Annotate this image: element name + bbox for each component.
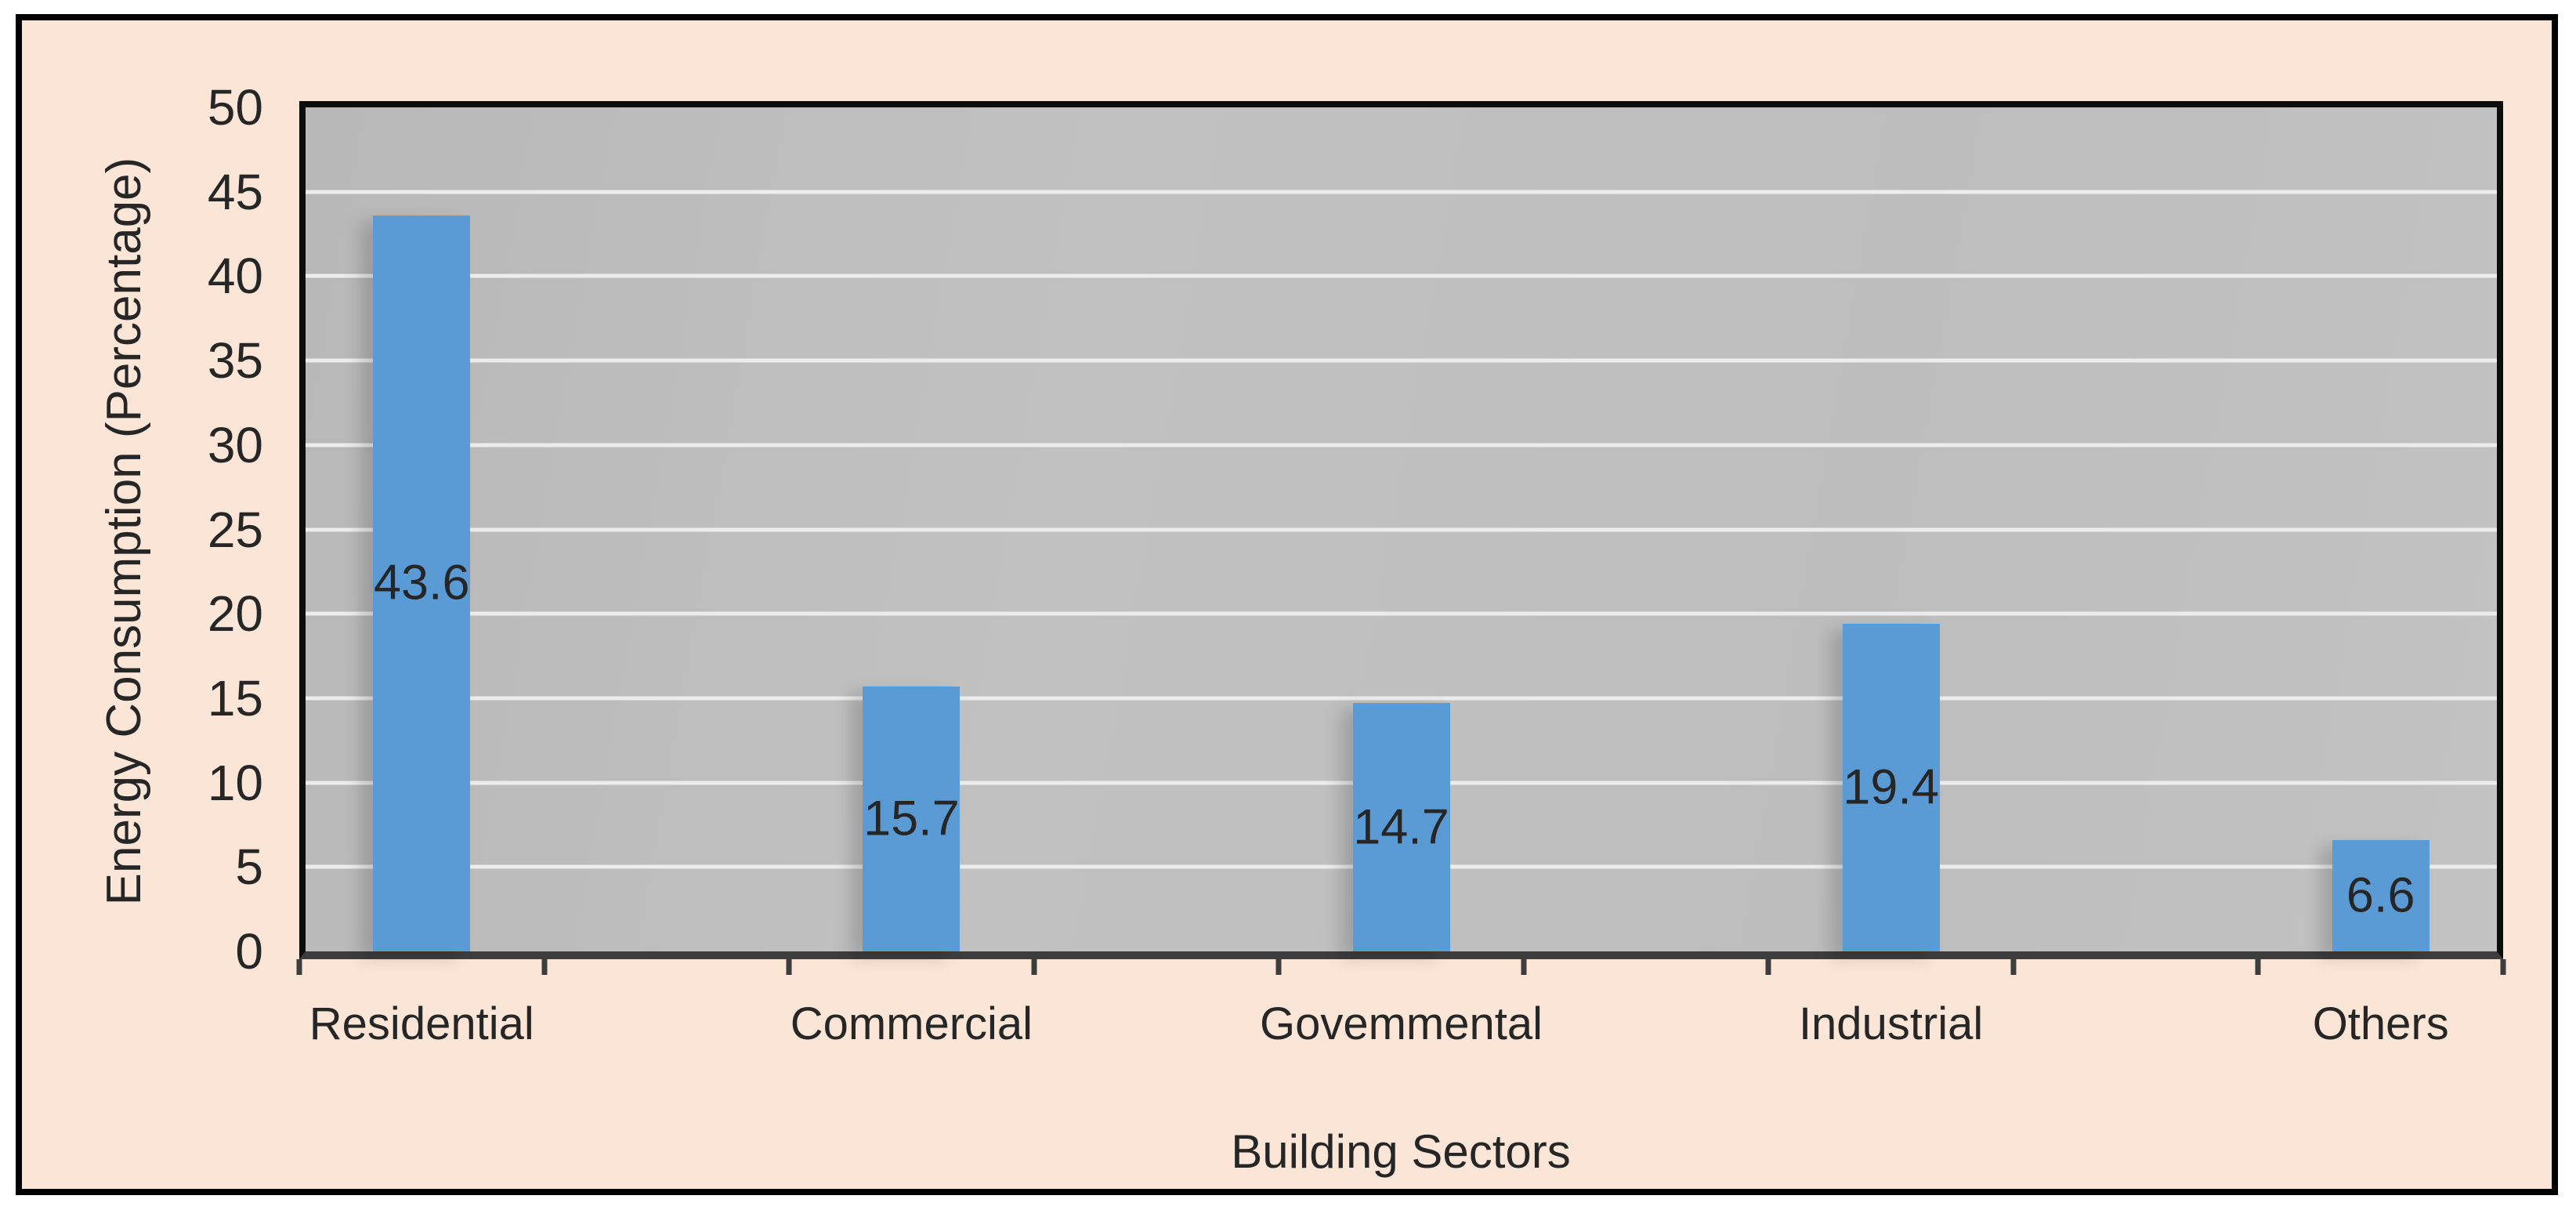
x-axis-tick-marks <box>296 959 2506 976</box>
y-tick-label-10: 10 <box>207 754 263 811</box>
y-tick-label-25: 25 <box>207 501 263 558</box>
x-axis-category-labels: Residential Commercial Govemmental Industri… <box>299 997 2503 1060</box>
gridline-20 <box>306 611 2497 616</box>
y-tick-label-35: 35 <box>207 332 263 389</box>
y-tick-label-45: 45 <box>207 163 263 220</box>
gridline-15 <box>306 696 2497 701</box>
bar-value-label: 19.4 <box>1843 759 1939 815</box>
y-tick-label-5: 5 <box>235 839 263 896</box>
category-label-industrial: Industrial <box>1798 998 1984 1049</box>
y-axis-title: Energy Consumption (Percentage) <box>97 157 151 906</box>
category-label-others: Others <box>2312 998 2449 1049</box>
x-tick-mark <box>2255 959 2261 975</box>
bar-govemmental: 14.7 <box>1352 703 1450 951</box>
x-tick-mark <box>1031 959 1037 975</box>
bar-value-label: 14.7 <box>1353 799 1449 855</box>
x-axis-title: Building Sectors <box>1231 1125 1571 1178</box>
y-tick-label-40: 40 <box>207 248 263 305</box>
category-label-residential: Residential <box>309 998 534 1049</box>
bars-layer: 43.6 15.7 14.7 19.4 6.6 <box>299 107 2503 951</box>
gridline-40 <box>306 274 2497 278</box>
y-tick-label-50: 50 <box>207 79 263 136</box>
bar-industrial: 19.4 <box>1842 624 1940 951</box>
y-tick-label-15: 15 <box>207 669 263 726</box>
gridline-30 <box>306 443 2497 447</box>
category-label-govemmental: Govemmental <box>1259 998 1543 1049</box>
x-tick-mark <box>2010 959 2017 975</box>
y-tick-label-30: 30 <box>207 416 263 473</box>
x-tick-mark <box>1521 959 1527 975</box>
x-tick-mark <box>296 959 302 975</box>
x-tick-mark <box>1765 959 1771 975</box>
bar-value-label: 15.7 <box>863 791 960 846</box>
y-tick-label-0: 0 <box>235 923 263 980</box>
bar-value-label: 6.6 <box>2346 868 2415 923</box>
x-tick-mark <box>2500 959 2506 975</box>
bar-value-label: 43.6 <box>373 555 470 610</box>
gridline-35 <box>306 358 2497 363</box>
bar-residential: 43.6 <box>373 215 471 951</box>
bar-commercial: 15.7 <box>863 686 961 951</box>
bar-others: 6.6 <box>2332 839 2429 951</box>
x-tick-mark <box>541 959 548 975</box>
y-axis-tick-labels: 0 5 10 15 20 25 30 35 40 45 50 <box>22 82 263 976</box>
y-tick-label-20: 20 <box>207 585 263 643</box>
chart-frame: 43.6 15.7 14.7 19.4 6.6 0 5 10 15 20 25 30 35 40 45 50… <box>16 14 2558 1195</box>
category-label-commercial: Commercial <box>790 998 1033 1049</box>
gridline-25 <box>306 527 2497 531</box>
x-tick-mark <box>786 959 792 975</box>
gridline-45 <box>306 190 2497 194</box>
x-tick-mark <box>1275 959 1282 975</box>
